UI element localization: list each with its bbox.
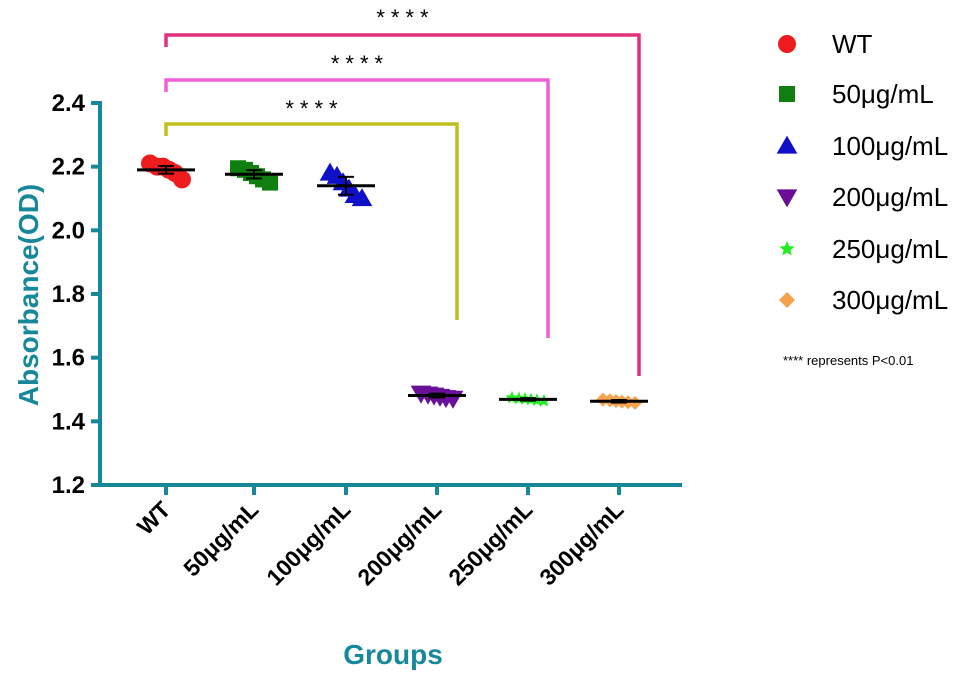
legend-label: 100μg/mL [832,131,948,161]
legend-marker [776,135,798,154]
significance-note: **** represents P<0.01 [783,353,913,368]
significance-label: **** [285,96,343,121]
data-point [628,395,642,410]
legend-item: 200μg/mL [776,182,948,212]
y-tick-label: 2.4 [52,90,86,117]
data-point [173,170,191,189]
legend-label: 200μg/mL [832,182,948,212]
legend-item: 100μg/mL [776,131,948,161]
y-axis-title: Absorbance(OD) [13,184,44,406]
legend-item: 250μg/mL [779,234,948,264]
significance-bracket [164,78,550,338]
legend-item: WT [778,29,873,59]
x-tick-label: 100μg/mL [261,496,355,590]
legend-label: WT [832,29,873,59]
legend-marker [779,86,795,102]
y-tick-label: 1.6 [52,345,85,372]
legend-item: 50μg/mL [779,79,934,109]
data-point [351,188,373,207]
series-group [499,390,557,407]
series-group [137,154,195,189]
series-group [317,162,375,207]
legend-item: 300μg/mL [779,285,948,315]
data-point [262,174,278,191]
significance-bracket [164,33,641,376]
y-tick-label: 2.0 [52,217,85,244]
significance-label: **** [376,5,434,30]
y-tick-label: 2.2 [52,154,85,181]
legend-marker [776,189,798,208]
significance-brackets: **** **** **** [164,5,641,376]
series-group [225,160,283,191]
y-tick-label: 1.8 [52,281,85,308]
x-tick-label: 50μg/mL [178,496,263,581]
y-tick-label: 1.4 [52,408,86,435]
legend: WT 50μg/mL 100μg/mL 200μg/mL 250μg/mL 300μg/m… [776,29,948,315]
legend-marker [779,292,795,308]
y-tick-label: 1.2 [52,472,85,499]
x-axis-title: Groups [343,639,443,670]
data-point [505,390,519,404]
legend-marker [779,241,795,256]
legend-label: 50μg/mL [832,79,934,109]
significance-label: **** [331,51,389,76]
significance-bracket [164,122,459,320]
x-tick-label: 300μg/mL [534,496,628,590]
legend-label: 300μg/mL [832,285,948,315]
x-tick-label: 250μg/mL [443,496,537,590]
x-tick-label: WT [132,496,176,540]
legend-marker [778,35,796,53]
data-points [137,154,648,410]
series-group [590,392,648,410]
x-tick-label: 200μg/mL [352,496,446,590]
legend-label: 250μg/mL [832,234,948,264]
series-group [408,385,466,409]
